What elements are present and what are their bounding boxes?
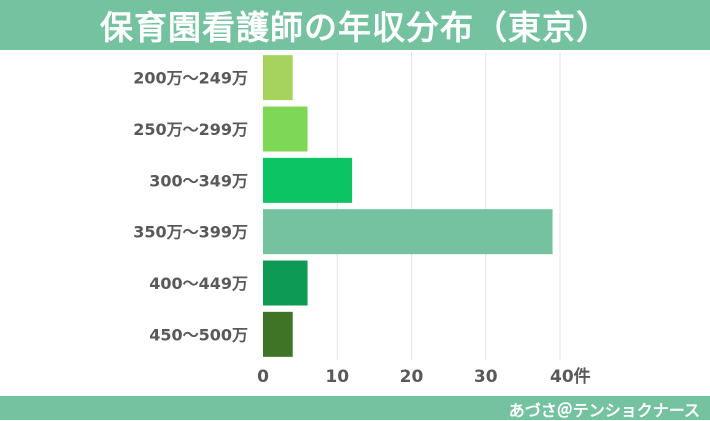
category-label: 300～349万 — [149, 171, 248, 190]
grid-lines — [336, 52, 561, 360]
x-tick-label: 40件 — [550, 366, 591, 387]
bar — [263, 209, 553, 255]
category-labels: 200万～249万 250万～299万 300～349万 350万～399万 400～4… — [133, 69, 248, 345]
x-tick-labels: 0 10 20 30 40件 — [257, 366, 591, 387]
category-label: 200万～249万 — [133, 69, 248, 88]
category-label: 250万～299万 — [133, 120, 248, 139]
credit-text: あづさ＠テンショクナース — [508, 401, 700, 420]
x-tick-label: 0 — [257, 367, 269, 387]
x-tick-label: 20 — [400, 367, 424, 387]
bar — [263, 311, 293, 357]
chart-title: 保育園看護師の年収分布（東京） — [100, 8, 610, 47]
bar — [263, 260, 308, 306]
bar — [263, 157, 353, 203]
bar — [263, 55, 293, 101]
x-tick-label: 10 — [325, 367, 349, 387]
category-label: 450～500万 — [149, 325, 248, 344]
category-label: 400～449万 — [149, 274, 248, 293]
bar — [263, 106, 308, 152]
bar-chart: 200万～249万 250万～299万 300～349万 350万～399万 400～4… — [133, 52, 591, 387]
x-tick-label: 30 — [474, 367, 498, 387]
title-bar: 保育園看護師の年収分布（東京） — [0, 0, 710, 50]
bars — [263, 55, 553, 357]
category-label: 350万～399万 — [133, 223, 248, 242]
footer-bar: あづさ＠テンショクナース — [0, 396, 710, 420]
